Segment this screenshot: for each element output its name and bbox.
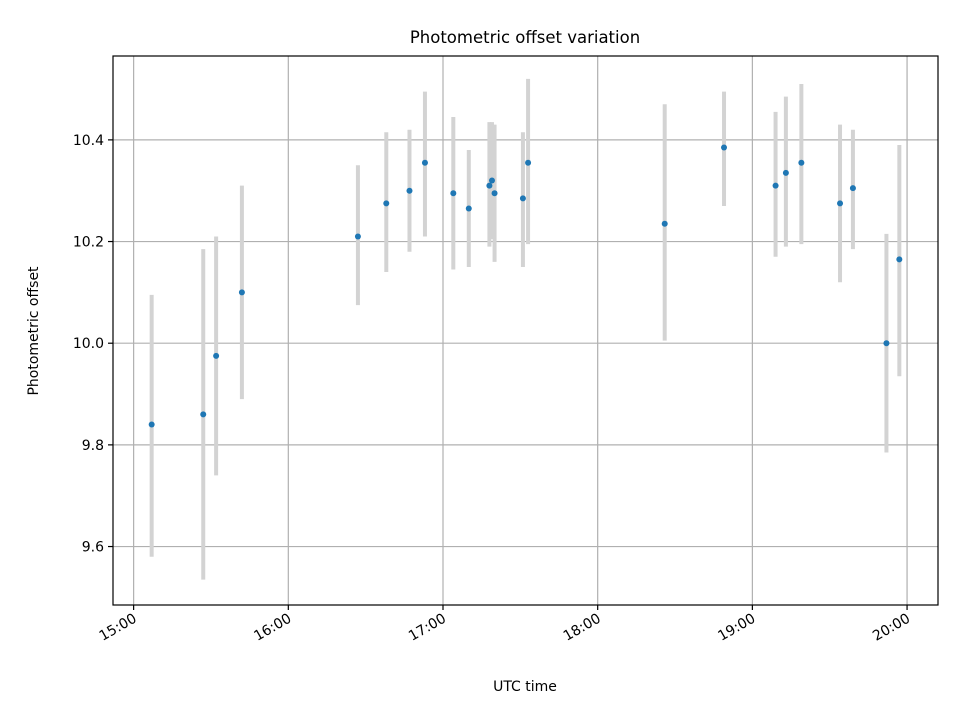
data-point (519, 195, 526, 202)
y-tick-label: 9.6 (82, 540, 104, 556)
data-point (782, 169, 789, 176)
y-tick-label: 9.8 (82, 438, 104, 454)
data-point (200, 411, 207, 418)
data-point (525, 159, 532, 166)
data-point (450, 190, 457, 197)
data-point (213, 352, 220, 359)
y-axis: 9.6 9.8 10.0 10.2 10.4 (73, 133, 113, 556)
data-point (238, 289, 245, 296)
data-point (849, 185, 856, 192)
x-axis-label: UTC time (493, 679, 557, 695)
data-point (721, 144, 728, 151)
data-point (421, 159, 428, 166)
data-point (896, 256, 903, 263)
y-tick-label: 10.0 (73, 336, 104, 352)
data-point (148, 421, 155, 428)
data-point (883, 340, 890, 347)
y-tick-label: 10.4 (73, 133, 104, 149)
data-point (354, 233, 361, 240)
data-point (798, 159, 805, 166)
chart-title: Photometric offset variation (410, 28, 640, 47)
data-point (837, 200, 844, 207)
data-point (491, 190, 498, 197)
data-point (772, 182, 779, 189)
y-tick-label: 10.2 (73, 235, 104, 251)
data-point (488, 177, 495, 184)
data-point (383, 200, 390, 207)
data-point (486, 182, 493, 189)
data-point (661, 220, 668, 227)
plot-frame (112, 55, 939, 606)
data-point (465, 205, 472, 212)
data-points (148, 144, 903, 428)
y-axis-label: Photometric offset (26, 266, 42, 396)
data-point (406, 187, 413, 194)
